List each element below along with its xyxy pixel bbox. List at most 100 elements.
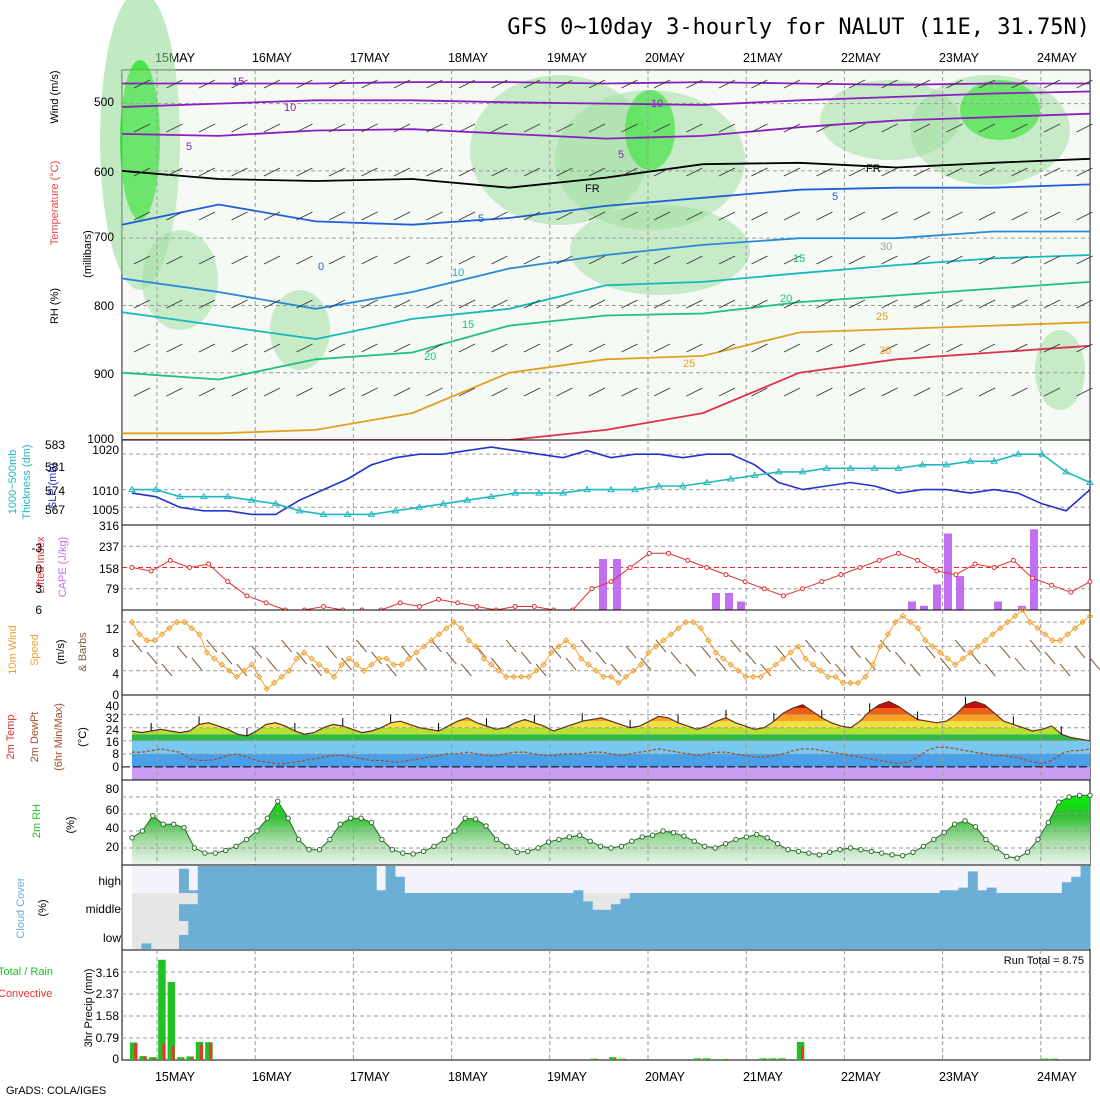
wind-barb <box>198 343 216 353</box>
lifted-index-point <box>1010 557 1016 563</box>
cloud-bar-high <box>301 866 311 893</box>
rh-point <box>868 848 875 855</box>
wind-barb <box>198 79 216 89</box>
lifted-index-point <box>167 557 173 563</box>
rh-point <box>920 843 927 849</box>
cloud-bar-middle <box>479 893 490 921</box>
cloud-bar-low <box>808 921 819 949</box>
cloud-bar-middle <box>958 893 969 921</box>
cloud-bar-low <box>225 921 236 949</box>
cloud-bar-low <box>845 921 856 949</box>
wind-speed-point <box>787 649 794 656</box>
wind-barb <box>198 255 216 265</box>
wind-speed-point <box>675 625 682 632</box>
wind-speed-point <box>592 667 600 674</box>
lifted-index-point <box>627 565 633 570</box>
wind-barb <box>946 167 963 177</box>
precip-total-bar <box>721 1058 730 1060</box>
wind-speed-point <box>405 655 413 662</box>
thickness-marker <box>1062 467 1070 475</box>
wind-barb <box>848 167 866 177</box>
lifted-index-point <box>876 557 882 563</box>
pressure-tick-label: 500 <box>94 95 114 109</box>
wind-barb <box>361 211 378 221</box>
cloud-bar-middle <box>611 904 621 921</box>
wind-barb <box>166 79 183 89</box>
cloud-bar-low <box>695 921 706 949</box>
rh-point <box>327 836 333 843</box>
wind-barb <box>491 343 508 353</box>
wind-speed-point <box>697 625 705 632</box>
wind-barb <box>751 387 768 397</box>
wind-barb <box>881 79 898 89</box>
cloud-bar-middle <box>564 893 574 921</box>
wind-barb <box>816 211 833 221</box>
chart-title: GFS 0~10day 3-hourly for NALUT (11E, 31.… <box>507 15 1090 40</box>
cloud-bar-low <box>413 921 424 949</box>
wind-speed-point <box>600 673 607 680</box>
cape-bar <box>1030 529 1038 610</box>
precip-convective-bar <box>134 1043 138 1060</box>
cloud-bar-low <box>780 921 790 949</box>
wind-barb <box>775 645 787 659</box>
wind-barb <box>783 211 801 221</box>
cloud-bar-high <box>977 890 988 893</box>
wind-barb <box>523 299 541 309</box>
cloud-bar-low <box>949 921 960 949</box>
thickness-tick-label: 583 <box>45 438 65 452</box>
wind-speed-point <box>1079 618 1086 626</box>
wind-barb <box>231 299 248 309</box>
wind-barb <box>361 343 378 353</box>
thickness-marker <box>583 485 591 493</box>
rh-point <box>837 847 843 853</box>
cloud-bar-middle <box>733 893 743 921</box>
wind-barb <box>263 387 281 397</box>
lifted-index-point <box>474 603 480 609</box>
precip-convective-bar <box>199 1044 203 1060</box>
wind-barb <box>1044 651 1056 665</box>
contour-label: 30 <box>879 345 891 357</box>
wind-speed-point <box>877 643 884 650</box>
wind-barb <box>505 639 517 653</box>
wind-barb <box>655 639 667 653</box>
cloud-bar-low <box>517 921 527 949</box>
wind-barb <box>816 299 833 309</box>
wind-barb <box>783 299 801 309</box>
wind-barb <box>386 663 397 677</box>
rh-point <box>368 819 375 826</box>
cloud-bar-middle <box>1061 893 1072 921</box>
cloud-bar-middle <box>817 893 828 921</box>
cape-bar <box>613 559 621 610</box>
rh-point <box>618 843 625 849</box>
cloud-bar-low <box>272 921 283 949</box>
wind-barb <box>296 651 308 665</box>
wind-speed-axis-label: Speed <box>29 634 41 666</box>
wind-speed-point <box>158 631 166 638</box>
wind-barb <box>393 343 411 353</box>
thickness-marker <box>678 482 687 489</box>
contour-label: FR <box>585 183 600 195</box>
wind-speed-line <box>131 609 1091 690</box>
wind-barb <box>718 255 736 265</box>
wind-barb <box>361 255 378 265</box>
wind-barb <box>653 299 671 309</box>
cloud-bar-high <box>254 866 264 893</box>
wind-barb <box>263 299 281 309</box>
wind-barb <box>816 255 833 265</box>
cloud-bar-low <box>460 921 471 949</box>
wind-barb <box>393 79 411 89</box>
cloud-bar-low <box>582 921 593 949</box>
thickness-marker <box>846 464 855 471</box>
lifted-index-point <box>723 572 729 578</box>
date-label: 17MAY <box>350 1070 391 1084</box>
wind-speed-point <box>854 679 862 687</box>
wind-barb <box>131 639 143 653</box>
wind-barb <box>978 255 996 265</box>
cloud-bar-high <box>967 871 978 893</box>
wind-barb <box>166 167 183 177</box>
wind-barb <box>266 657 278 671</box>
wind-barb <box>946 123 963 133</box>
precip-total-bar <box>1050 1058 1058 1060</box>
wind-barb <box>491 211 508 221</box>
date-label: 20MAY <box>645 1070 686 1084</box>
